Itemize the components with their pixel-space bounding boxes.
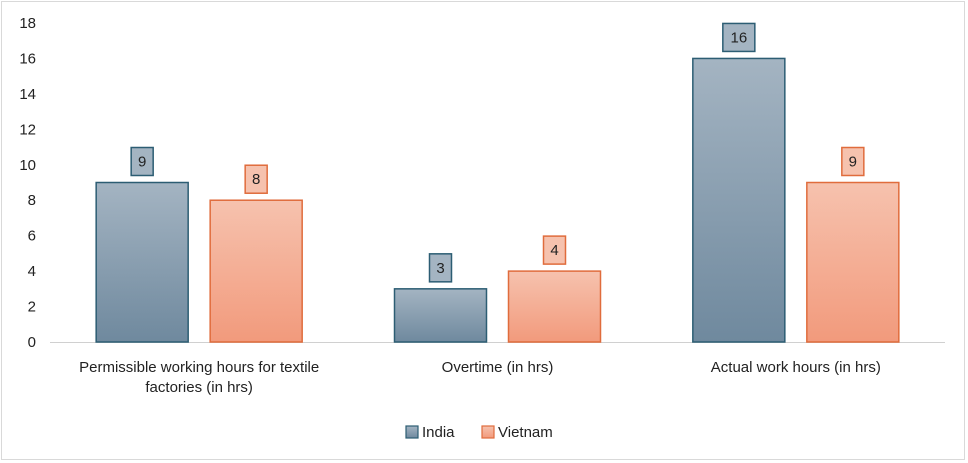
legend-swatch [405, 425, 419, 439]
y-tick-label: 8 [28, 192, 36, 209]
data-label-value: 3 [436, 260, 444, 277]
bar-india-0 [95, 181, 189, 343]
y-tick-label: 6 [28, 228, 36, 245]
y-tick-label: 18 [19, 15, 36, 32]
y-axis: 0 2 4 6 8 10 12 14 16 18 [19, 15, 36, 351]
y-tick-label: 4 [28, 263, 36, 280]
data-label-value: 4 [550, 242, 558, 259]
bar-vietnam-2 [806, 181, 900, 343]
legend: India Vietnam [405, 424, 553, 441]
data-labels: 9 8 3 4 16 9 [130, 22, 865, 283]
bar-india-2 [692, 57, 786, 343]
x-category-label: factories (in hrs) [145, 379, 253, 396]
data-label-india-0: 9 [130, 146, 154, 177]
y-tick-label: 10 [19, 157, 36, 174]
data-label-value: 9 [849, 154, 857, 171]
data-label-box [542, 235, 567, 265]
data-label-box [841, 146, 865, 177]
data-label-box [244, 164, 268, 194]
data-label-box [722, 22, 756, 53]
data-label-value: 8 [252, 171, 260, 188]
y-tick-label: 2 [28, 299, 36, 316]
x-axis: Permissible working hours for textile fac… [50, 342, 945, 396]
legend-item-vietnam: Vietnam [481, 424, 553, 441]
legend-swatch [481, 425, 495, 439]
x-category-label: Actual work hours (in hrs) [711, 359, 881, 376]
y-tick-label: 14 [19, 86, 36, 103]
legend-item-india: India [405, 424, 455, 441]
data-label-vietnam-2: 9 [841, 146, 865, 177]
data-label-box [428, 253, 453, 283]
data-label-india-1: 3 [428, 253, 453, 283]
data-label-vietnam-0: 8 [244, 164, 268, 194]
bar-vietnam-0 [209, 199, 303, 343]
bar-india-1 [393, 288, 488, 343]
data-label-value: 16 [730, 29, 747, 46]
legend-label: India [422, 424, 455, 441]
y-tick-label: 12 [19, 121, 36, 138]
legend-label: Vietnam [498, 424, 553, 441]
y-tick-label: 0 [28, 334, 36, 351]
data-label-value: 9 [138, 154, 146, 171]
bar-vietnam-1 [507, 270, 602, 343]
x-category-label: Overtime (in hrs) [442, 359, 554, 376]
data-label-box [130, 146, 154, 177]
y-tick-label: 16 [19, 50, 36, 67]
bars [95, 57, 900, 343]
x-category-label: Permissible working hours for textile [79, 359, 319, 376]
data-label-vietnam-1: 4 [542, 235, 567, 265]
data-label-india-2: 16 [722, 22, 756, 53]
